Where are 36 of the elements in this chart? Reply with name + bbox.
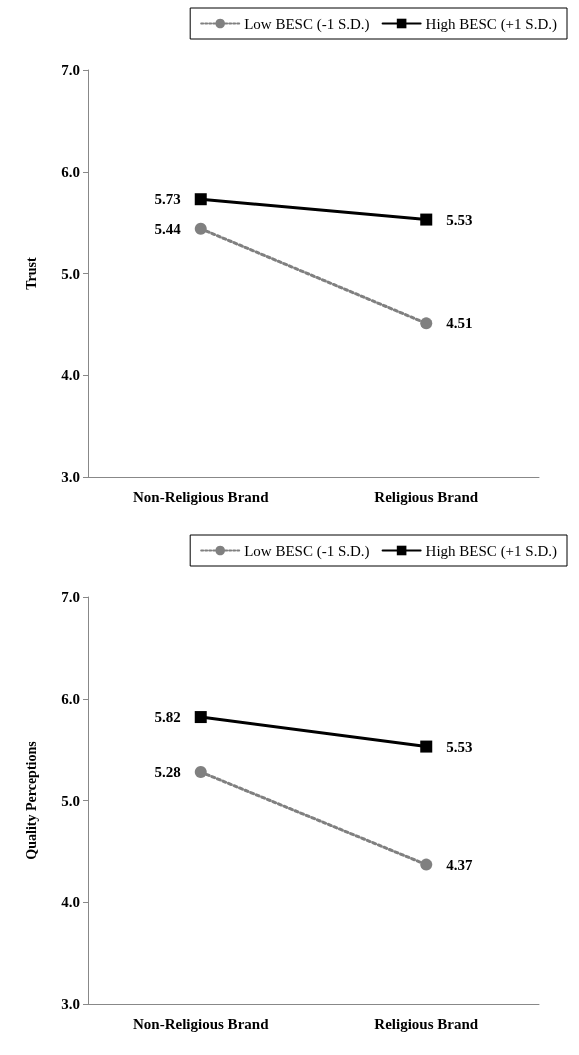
legend-label: High BESC (+1 S.D.): [425, 15, 557, 33]
y-tick-label: 7.0: [61, 589, 80, 605]
legend-label: Low BESC (-1 S.D.): [244, 542, 370, 560]
data-label: 5.44: [154, 220, 182, 237]
y-tick-label: 5.0: [61, 792, 80, 809]
y-tick-label: 7.0: [61, 62, 80, 78]
y-tick-label: 5.0: [61, 265, 80, 282]
x-tick-label: Non-Religious Brand: [133, 488, 270, 505]
point: [420, 858, 433, 871]
point: [194, 193, 207, 206]
legend-label: High BESC (+1 S.D.): [425, 542, 557, 560]
point: [194, 766, 207, 779]
y-tick-label: 4.0: [61, 367, 80, 384]
y-axis-title: Trust: [23, 256, 39, 290]
y-tick-label: 3.0: [61, 996, 80, 1012]
data-label: 5.73: [154, 191, 181, 208]
point: [420, 740, 433, 753]
point: [420, 317, 433, 330]
y-tick-label: 6.0: [61, 690, 80, 707]
data-label: 4.37: [446, 856, 473, 873]
point: [420, 213, 433, 226]
x-tick-label: Religious Brand: [374, 1015, 479, 1032]
data-label: 4.51: [446, 315, 473, 332]
point: [194, 711, 207, 724]
data-label: 5.53: [446, 738, 473, 755]
y-tick-label: 4.0: [61, 894, 80, 911]
data-label: 5.28: [154, 764, 181, 781]
x-tick-label: Non-Religious Brand: [133, 1015, 270, 1032]
data-label: 5.82: [154, 709, 181, 726]
point: [194, 222, 207, 235]
y-tick-label: 6.0: [61, 163, 80, 180]
legend-label: Low BESC (-1 S.D.): [244, 15, 370, 33]
y-tick-label: 3.0: [61, 469, 80, 485]
y-axis-title: Quality Perceptions: [23, 740, 39, 860]
x-tick-label: Religious Brand: [374, 488, 479, 505]
data-label: 5.53: [446, 211, 473, 228]
